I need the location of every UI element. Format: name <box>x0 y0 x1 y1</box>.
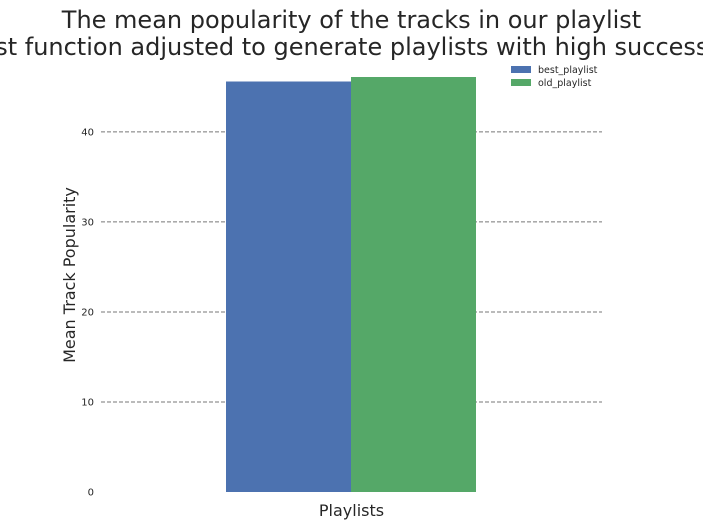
x-axis-label: Playlists <box>319 501 384 520</box>
gridlines <box>101 131 602 403</box>
bar-old-playlist <box>351 77 476 492</box>
legend-label: old_playlist <box>538 78 592 89</box>
legend: best_playlist old_playlist <box>511 65 598 89</box>
legend-item-best-playlist: best_playlist <box>511 65 598 76</box>
legend-swatch <box>511 66 531 73</box>
legend-item-old-playlist: old_playlist <box>511 78 592 89</box>
chart-title: The mean popularity of the tracks in our… <box>0 6 703 61</box>
y-tick-labels: 0 10 20 30 40 <box>81 127 94 498</box>
y-tick-label: 20 <box>81 307 94 318</box>
bars <box>226 77 476 492</box>
y-tick-label: 10 <box>81 397 94 408</box>
bar-best-playlist <box>226 81 351 492</box>
y-tick-label: 30 <box>81 217 94 228</box>
chart-title-line-1: The mean popularity of the tracks in our… <box>61 6 641 34</box>
y-axis-label: Mean Track Popularity <box>60 187 79 363</box>
chart-title-line-2: (cost function adjusted to generate play… <box>0 33 703 61</box>
y-tick-label: 0 <box>88 488 94 499</box>
y-tick-label: 40 <box>81 127 94 138</box>
legend-swatch <box>511 79 531 86</box>
legend-label: best_playlist <box>538 65 598 76</box>
